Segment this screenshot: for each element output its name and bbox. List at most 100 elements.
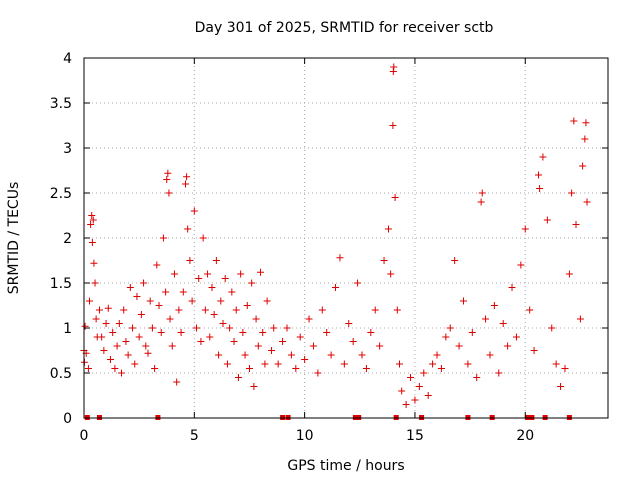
- data-point: [219, 320, 227, 327]
- data-point: [261, 360, 269, 368]
- data-point: [243, 302, 251, 309]
- data-point: [250, 383, 258, 390]
- data-point: [201, 306, 209, 314]
- data-point: [120, 306, 128, 314]
- data-point: [270, 324, 278, 332]
- data-point: [420, 369, 428, 377]
- data-point: [179, 288, 187, 296]
- data-point: [140, 279, 148, 287]
- data-point: [188, 297, 196, 305]
- data-point: [384, 225, 392, 233]
- x-tick-label: 15: [406, 428, 424, 444]
- data-point: [208, 284, 216, 291]
- data-point: [92, 315, 100, 323]
- data-point: [204, 270, 212, 278]
- x-tick-label: 5: [190, 428, 199, 444]
- tick-layer: 0 0.5 1 1.5 2 2.5 3 3.5 4 0 5 10 15 20: [50, 51, 608, 444]
- data-point: [87, 221, 95, 228]
- data-point: [109, 329, 117, 336]
- data-point: [159, 234, 167, 242]
- data-point: [170, 270, 178, 278]
- data-point: [165, 189, 173, 197]
- data-point: [433, 351, 441, 359]
- x-axis-label: GPS time / hours: [287, 458, 404, 474]
- data-point: [552, 360, 560, 368]
- data-point: [177, 329, 185, 336]
- data-point: [195, 275, 203, 282]
- x-tick-label: 0: [80, 428, 89, 444]
- data-point: [387, 270, 395, 278]
- data-point: [186, 257, 194, 264]
- data-point: [210, 311, 218, 318]
- data-point: [539, 153, 547, 161]
- data-point: [464, 360, 472, 368]
- data-point: [561, 365, 569, 372]
- data-point: [239, 329, 247, 336]
- data-point: [398, 387, 406, 395]
- data-point: [451, 257, 459, 264]
- data-point: [257, 268, 265, 276]
- data-point: [221, 275, 229, 282]
- data-point: [245, 365, 253, 372]
- y-tick-label: 4: [63, 51, 72, 67]
- data-point: [459, 297, 467, 305]
- data-point: [126, 284, 134, 291]
- data-point: [380, 257, 388, 264]
- data-point: [521, 225, 529, 233]
- data-point: [254, 342, 262, 350]
- data-point: [124, 351, 132, 359]
- data-point: [230, 338, 238, 345]
- data-point: [486, 351, 494, 359]
- data-point: [248, 279, 256, 287]
- data-point: [565, 270, 573, 278]
- chart-title: Day 301 of 2025, SRMTID for receiver sct…: [195, 20, 494, 36]
- data-point: [162, 288, 170, 296]
- data-point: [424, 392, 432, 399]
- data-point: [362, 365, 370, 372]
- data-point: [402, 401, 410, 408]
- data-point: [389, 122, 397, 129]
- data-point: [228, 288, 236, 296]
- data-point: [137, 311, 145, 318]
- data-point: [89, 216, 97, 224]
- data-point: [581, 135, 589, 143]
- data-point: [274, 360, 282, 368]
- data-point: [115, 320, 123, 327]
- data-point: [183, 173, 191, 181]
- data-point: [318, 306, 326, 314]
- data-point: [164, 169, 172, 177]
- data-point: [477, 198, 485, 206]
- data-point: [504, 342, 512, 350]
- data-point: [572, 221, 580, 228]
- data-point: [314, 369, 322, 377]
- data-point: [442, 333, 450, 341]
- y-tick-label: 2.5: [50, 186, 72, 202]
- data-point: [358, 351, 366, 359]
- data-point: [390, 63, 398, 71]
- data-point: [473, 374, 481, 381]
- data-point: [349, 338, 357, 345]
- data-point: [287, 351, 295, 359]
- data-point: [102, 320, 110, 327]
- data-point: [90, 259, 98, 267]
- data-point: [292, 365, 300, 372]
- data-point: [495, 369, 503, 377]
- data-point: [223, 360, 231, 368]
- data-point: [499, 320, 507, 327]
- data-point: [296, 333, 304, 341]
- data-point: [429, 360, 437, 368]
- data-point: [576, 315, 584, 323]
- data-point: [568, 189, 576, 197]
- data-point: [142, 342, 150, 350]
- data-point: [583, 198, 591, 206]
- data-point: [193, 324, 201, 332]
- data-point: [113, 342, 121, 350]
- data-point: [579, 162, 587, 170]
- data-point: [81, 322, 89, 330]
- data-point: [517, 261, 525, 269]
- data-point: [252, 315, 260, 323]
- data-point: [309, 342, 317, 350]
- grid-layer: [84, 58, 608, 418]
